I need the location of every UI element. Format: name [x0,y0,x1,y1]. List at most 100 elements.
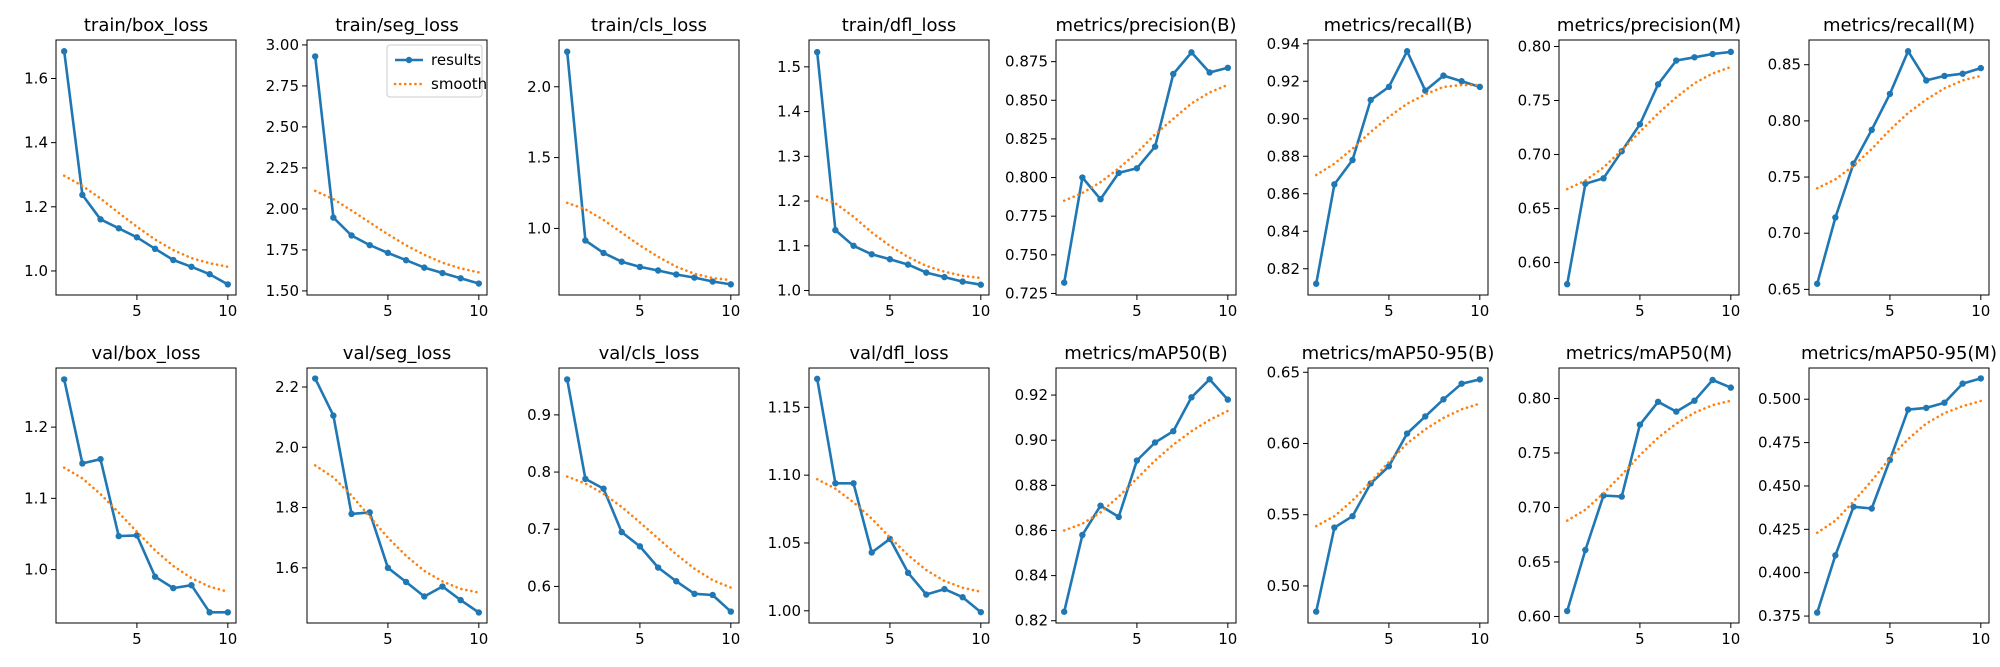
data-point [1850,503,1857,510]
subplot-train-seg-loss: train/seg_loss 1.50 1.75 2.00 2.25 2.50 2.75 3.… [266,15,489,320]
data-point [1691,54,1698,61]
plot-frame [808,367,990,624]
data-point [1403,430,1411,437]
data-point [673,271,680,278]
x-tick-label: 5 [885,630,895,648]
data-point [133,234,141,241]
x-tick-label: 10 [1470,302,1489,320]
data-point [1097,502,1104,509]
y-tick-label: 0.450 [1758,477,1801,495]
data-point [813,48,821,56]
plot-frame [808,39,990,296]
data-point [959,594,966,601]
x-tick-label: 10 [1721,630,1740,648]
series-smooth-line [1815,399,1983,535]
series-smooth-line [1815,74,1983,190]
subplot-metrics-precision-m: metrics/precision(M) 0.60 0.65 0.70 0.75 0.80… [1518,15,1742,320]
plot-frame [558,367,740,624]
data-point [439,583,446,590]
subplot-metrics-precision-b: metrics/precision(B) 0.725 0.750 0.775 0.800… [1005,15,1237,320]
legend-label-smooth: smooth [431,75,487,93]
data-point [1440,396,1447,403]
data-point [133,532,141,539]
subplot-title: metrics/mAP50-95(B) [1302,343,1495,364]
series-smooth-line [1314,402,1482,528]
series-results-line [314,377,480,614]
data-point [1923,404,1930,412]
x-tick-label: 10 [721,630,740,648]
data-point [1097,195,1104,203]
y-tick-label: 0.875 [1005,53,1048,71]
x-tick-label: 10 [971,302,990,320]
x-tick-label: 5 [1132,630,1142,648]
y-tick-label: 0.70 [1518,498,1551,516]
data-point [1206,69,1213,76]
data-point [330,412,337,419]
data-point [1904,406,1912,413]
data-point [1188,49,1195,56]
series-results-line [62,51,229,286]
data-point [1727,48,1735,56]
data-point [1224,396,1232,403]
subplot-metrics-map50-95-m: metrics/mAP50-95(M) 0.375 0.400 0.425 0.450 0… [1758,343,1997,648]
x-tick-label: 10 [1971,630,1990,648]
y-tick-label: 2.0 [275,438,299,456]
data-point [727,281,735,288]
data-point [384,249,392,257]
x-tick-label: 5 [383,302,393,320]
y-tick-label: 0.60 [1518,607,1551,625]
data-point [1959,70,1966,77]
data-point [886,256,894,263]
data-point [60,48,68,55]
data-point [1385,83,1393,91]
data-point [600,485,607,492]
data-point [1563,607,1571,615]
y-tick-label: 1.4 [777,103,801,121]
data-point [636,543,644,550]
data-point [151,573,159,580]
y-tick-label: 2.75 [266,77,299,95]
data-point [1709,376,1716,384]
x-tick-label: 10 [1470,630,1489,648]
subplot-val-box-loss: val/box_loss 1.0 1.1 1.2 5 10 [24,343,237,648]
y-tick-label: 0.500 [1758,390,1801,408]
x-tick-label: 5 [1885,302,1895,320]
y-tick-label: 1.8 [275,499,299,517]
data-point [1654,398,1662,405]
data-point [206,270,213,278]
data-point [1367,96,1374,104]
plot-frame [558,39,740,296]
data-point [654,564,662,571]
data-point [1115,169,1122,177]
x-tick-label: 5 [635,302,645,320]
y-tick-label: 1.5 [777,58,801,76]
data-point [1115,513,1122,521]
series-smooth-line [1062,83,1230,202]
plot-frame [1808,39,1990,296]
y-tick-label: 0.92 [1267,72,1300,90]
y-tick-label: 0.85 [1768,56,1801,74]
series-results-line [1565,50,1731,285]
y-tick-label: 1.2 [24,418,48,436]
y-tick-label: 0.6 [527,577,551,595]
data-point [941,585,948,593]
data-point [1476,83,1484,91]
y-tick-label: 0.80 [1768,112,1801,130]
data-point [348,232,355,239]
y-tick-label: 1.4 [24,134,48,152]
subplot-val-dfl-loss: val/dfl_loss 1.00 1.05 1.10 1.15 5 10 [768,343,991,648]
data-point [1422,87,1429,94]
y-tick-label: 1.5 [527,149,551,167]
data-point [311,53,319,60]
data-point [923,591,930,598]
plot-frame [306,39,488,296]
x-tick-label: 5 [1132,302,1142,320]
y-tick-label: 0.86 [1015,521,1048,539]
subplot-train-box-loss: train/box_loss 1.0 1.2 1.4 1.6 5 10 [24,15,237,320]
y-tick-label: 1.75 [266,241,299,259]
data-point [402,257,410,264]
data-point [1206,376,1213,383]
y-tick-label: 0.50 [1267,577,1300,595]
series-smooth-line [815,195,983,280]
x-tick-label: 10 [721,302,740,320]
